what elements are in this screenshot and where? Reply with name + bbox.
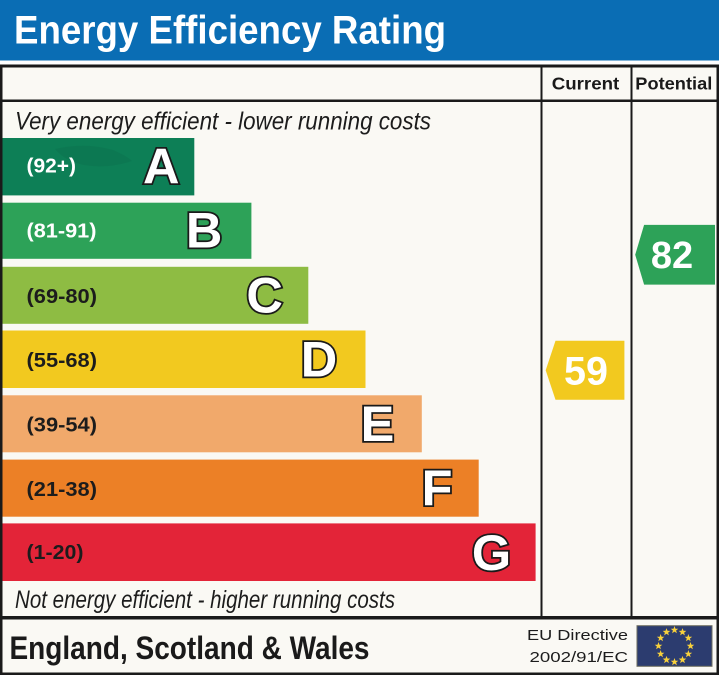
svg-text:Current: Current — [552, 74, 620, 94]
svg-text:England, Scotland & Wales: England, Scotland & Wales — [10, 630, 370, 666]
svg-text:Potential: Potential — [635, 74, 712, 94]
svg-text:(39-54): (39-54) — [27, 413, 98, 436]
svg-text:Very energy efficient - lower: Very energy efficient - lower running co… — [15, 108, 431, 136]
svg-text:Energy Efficiency Rating: Energy Efficiency Rating — [14, 9, 446, 53]
svg-text:B: B — [186, 202, 222, 259]
svg-text:G: G — [472, 524, 511, 581]
svg-text:A: A — [143, 138, 179, 195]
svg-text:E: E — [361, 395, 395, 452]
svg-text:(81-91): (81-91) — [27, 220, 97, 243]
svg-text:C: C — [246, 267, 282, 324]
svg-text:2002/91/EC: 2002/91/EC — [530, 650, 629, 666]
svg-text:(69-80): (69-80) — [27, 285, 98, 308]
svg-text:(1-20): (1-20) — [27, 541, 84, 564]
svg-text:F: F — [422, 459, 453, 516]
svg-text:82: 82 — [651, 235, 693, 277]
svg-text:59: 59 — [564, 349, 608, 393]
svg-text:(55-68): (55-68) — [27, 349, 98, 372]
svg-text:Not energy efficient - higher: Not energy efficient - higher running co… — [15, 586, 395, 614]
svg-text:(92+): (92+) — [27, 154, 77, 177]
svg-text:EU Directive: EU Directive — [527, 628, 628, 644]
svg-text:D: D — [301, 331, 337, 388]
svg-text:(21-38): (21-38) — [27, 478, 98, 501]
